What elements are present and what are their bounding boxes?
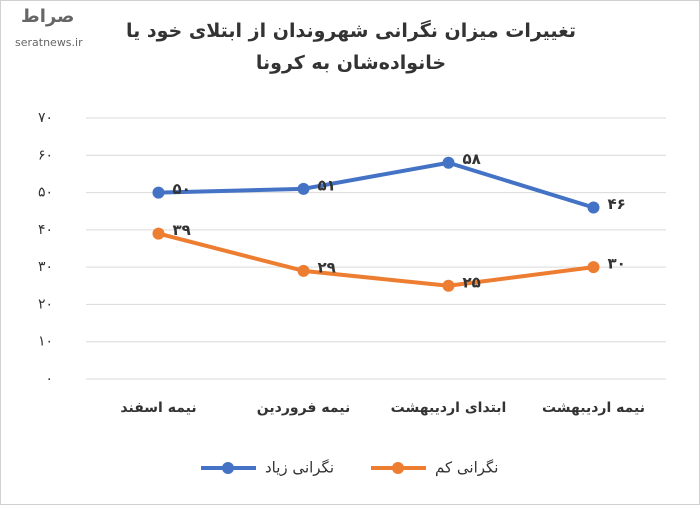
- y-tick-label: ۴۰: [38, 222, 53, 238]
- data-label: ۲۵: [463, 273, 481, 291]
- data-point: [587, 201, 600, 214]
- y-tick-label: ۱۰: [38, 334, 53, 350]
- chart-title: تغییرات میزان نگرانی شهروندان از ابتلای …: [125, 20, 577, 74]
- data-point: [587, 261, 600, 274]
- data-point: [442, 279, 455, 292]
- data-label: ۵۰: [173, 180, 191, 198]
- data-point: [152, 227, 165, 240]
- legend-label: نگرانی کم: [435, 459, 498, 477]
- x-tick-label: نیمه فروردین: [257, 400, 350, 416]
- data-point: [152, 186, 165, 199]
- y-tick-label: ۰: [45, 371, 53, 387]
- data-label: ۴۶: [608, 195, 626, 213]
- x-tick-label: نیمه اسفند: [120, 400, 196, 416]
- x-tick-label: ابتدای اردیبهشت: [391, 400, 507, 416]
- legend-marker: [222, 462, 234, 474]
- data-point: [297, 182, 310, 195]
- data-label: ۲۹: [318, 258, 336, 276]
- x-tick-label: نیمه اردیبهشت: [542, 400, 645, 416]
- y-tick-label: ۳۰: [38, 259, 53, 275]
- data-label: ۳۹: [173, 221, 191, 239]
- legend-marker: [392, 462, 404, 474]
- data-point: [297, 264, 310, 277]
- data-point: [442, 156, 455, 169]
- series-line: [158, 160, 595, 210]
- series-line: [158, 231, 594, 288]
- y-tick-label: ۲۰: [38, 296, 53, 312]
- data-label: ۳۰: [608, 255, 626, 273]
- data-label: ۵۸: [463, 150, 481, 168]
- data-label: ۵۱: [318, 176, 336, 194]
- y-tick-label: ۷۰: [38, 110, 53, 126]
- watermark: seratnews.ir: [15, 36, 83, 49]
- watermark-logo: صراط: [21, 6, 74, 27]
- y-tick-label: ۵۰: [38, 185, 53, 201]
- y-tick-label: ۶۰: [38, 147, 53, 163]
- legend-label: نگرانی زیاد: [265, 459, 334, 477]
